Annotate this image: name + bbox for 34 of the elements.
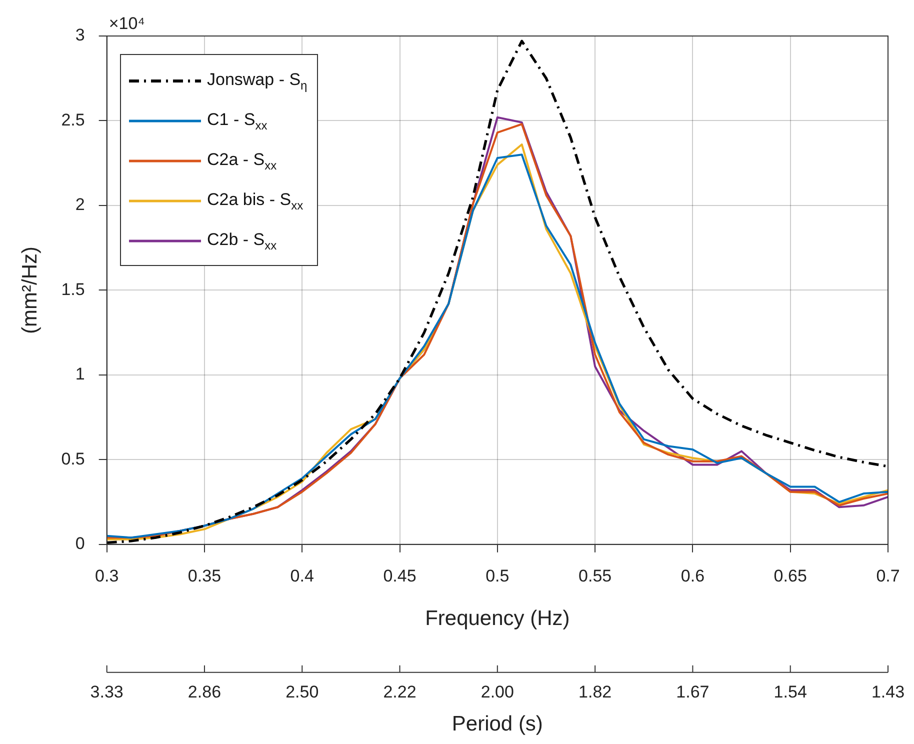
x-axis-title: Frequency (Hz) — [425, 607, 570, 630]
x-tick-label: 0.4 — [290, 566, 314, 586]
y-tick-label: 3 — [75, 26, 85, 45]
annotation: 2.00 — [480, 682, 514, 702]
annotation: 1.67 — [676, 682, 710, 702]
x-tick-label: 0.3 — [95, 566, 119, 586]
x-tick-label: 0.55 — [578, 566, 612, 586]
y-tick-label: 0.5 — [61, 449, 85, 468]
legend-label: C2a bis - S$_{xx}$ — [207, 190, 304, 212]
annotation: 1.43 — [871, 682, 905, 702]
legend-label: Jonswap - S$_{η}$ — [207, 70, 308, 92]
y-tick-label: 1 — [75, 364, 85, 384]
annotation: 2.50 — [286, 682, 319, 702]
annotation: 1.82 — [578, 682, 612, 702]
legend-label: C1 - S$_{xx}$ — [207, 110, 268, 132]
y-tick-label: 1.5 — [61, 280, 85, 299]
legend-label: C2b - S$_{xx}$ — [207, 230, 277, 252]
x2-axis-title: Period (s) — [452, 712, 543, 736]
text: ×10⁴ — [108, 14, 145, 34]
annotation: 1.54 — [774, 682, 807, 702]
annotation: 2.22 — [383, 682, 416, 702]
x-tick-label: 0.45 — [383, 566, 416, 586]
y-axis-title: (mm²/Hz) — [18, 246, 42, 334]
annotation: 3.33 — [90, 682, 124, 702]
x-tick-label: 0.5 — [486, 566, 510, 586]
x-tick-label: 0.35 — [188, 566, 222, 586]
x-tick-label: 0.7 — [876, 566, 900, 586]
y-tick-label: 2 — [75, 195, 85, 214]
annotation: 2.86 — [188, 682, 222, 702]
x-tick-label: 0.65 — [774, 566, 807, 586]
x-tick-label: 0.6 — [680, 566, 705, 586]
legend-label: C2a - S$_{xx}$ — [207, 150, 277, 172]
y-tick-label: 2.5 — [61, 110, 85, 130]
y-tick-label: 0 — [75, 534, 85, 554]
